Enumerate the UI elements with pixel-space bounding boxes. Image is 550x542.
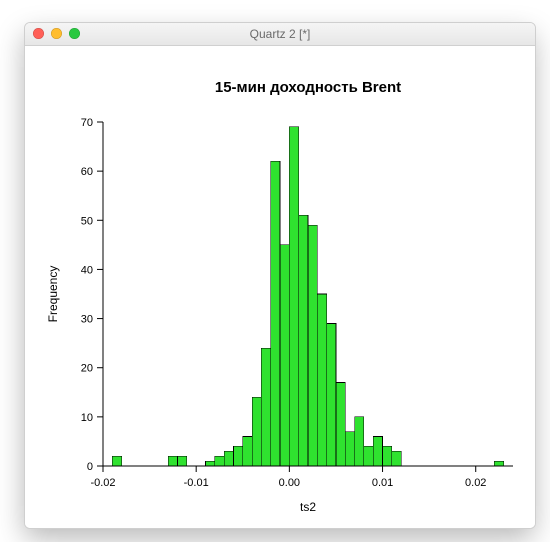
y-tick-label: 30 (81, 314, 93, 326)
x-tick-label: -0.02 (90, 477, 115, 489)
zoom-icon[interactable] (69, 28, 80, 39)
y-tick-label: 70 (81, 117, 93, 129)
histogram-bar (206, 461, 215, 466)
histogram-bar (383, 446, 392, 466)
titlebar[interactable]: Quartz 2 [*] (25, 23, 535, 46)
y-tick-label: 50 (81, 215, 93, 227)
x-tick-label: 0.01 (372, 477, 393, 489)
histogram-bar (112, 456, 121, 466)
y-tick-label: 0 (87, 461, 93, 473)
histogram-bar (224, 451, 233, 466)
histogram-bar (243, 437, 252, 466)
histogram-bar (327, 323, 336, 466)
close-icon[interactable] (33, 28, 44, 39)
y-axis-label: Frequency (46, 266, 60, 323)
histogram-bar (364, 446, 373, 466)
y-tick-label: 60 (81, 166, 93, 178)
histogram-bar (336, 382, 345, 466)
histogram-bar (345, 432, 354, 466)
histogram-bar (233, 446, 242, 466)
window-title: Quartz 2 [*] (250, 27, 311, 41)
histogram-bar (373, 437, 382, 466)
x-tick-label: 0.00 (279, 477, 300, 489)
histogram-bar (392, 451, 401, 466)
histogram-bar (494, 461, 503, 466)
y-tick-label: 10 (81, 412, 93, 424)
plot-area: 15-мин доходность Brent -0.02 -0.01 0.00 0.0… (25, 46, 535, 529)
minimize-icon[interactable] (51, 28, 62, 39)
histogram-bar (271, 161, 280, 466)
histogram-chart: 15-мин доходность Brent -0.02 -0.01 0.00 0.0… (25, 46, 535, 529)
histogram-bar (317, 294, 326, 466)
histogram-bar (215, 456, 224, 466)
app-window: Quartz 2 [*] 15-мин доходность Brent -0.0… (24, 22, 536, 529)
histogram-bar (261, 348, 270, 466)
histogram-bar (289, 127, 298, 466)
x-tick-label: 0.02 (465, 477, 486, 489)
histogram-bar (252, 397, 261, 466)
histogram-bar (355, 417, 364, 466)
histogram-bar (168, 456, 177, 466)
x-axis-label: ts2 (300, 500, 316, 514)
histogram-bar (178, 456, 187, 466)
histogram-bar (280, 245, 289, 466)
histogram-bar (299, 215, 308, 466)
chart-title: 15-мин доходность Brent (215, 79, 401, 96)
traffic-lights (33, 28, 80, 39)
y-tick-label: 40 (81, 264, 93, 276)
y-tick-label: 20 (81, 363, 93, 375)
histogram-bar (308, 225, 317, 466)
x-tick-label: -0.01 (184, 477, 209, 489)
